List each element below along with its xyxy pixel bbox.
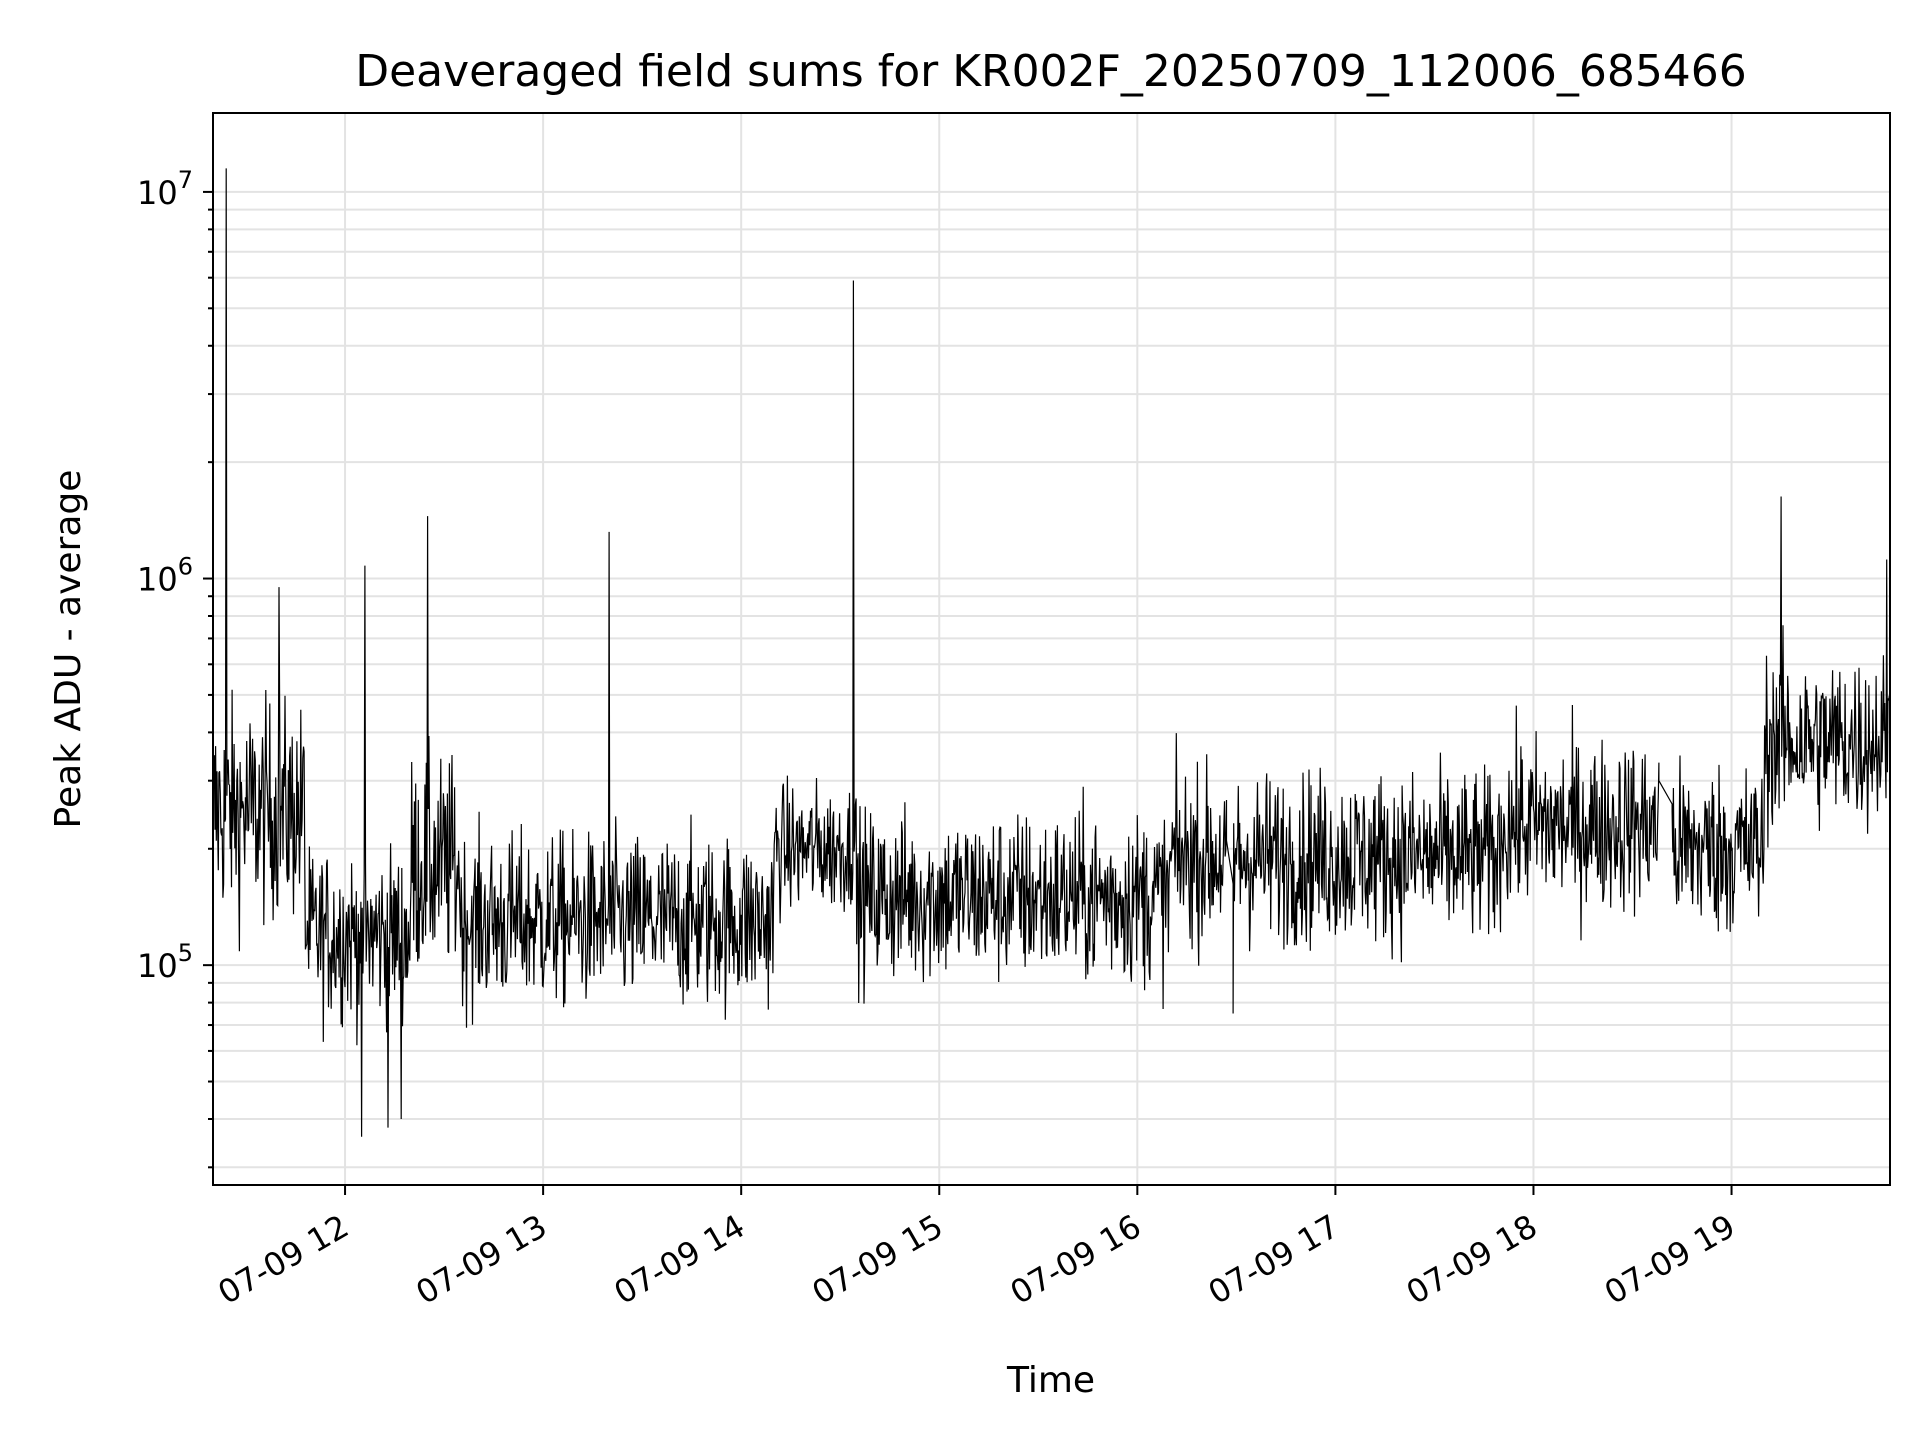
grid: [213, 113, 1890, 1185]
x-axis-label: Time: [1006, 1360, 1095, 1401]
series-line: [212, 168, 1890, 1137]
y-tick-label: 105: [137, 939, 193, 985]
y-axis-label: Peak ADU - average: [48, 470, 89, 829]
data-series: [212, 168, 1890, 1137]
plot-frame: [212, 112, 1891, 1186]
y-tick-label: 107: [137, 166, 193, 212]
y-tick-label: 106: [137, 553, 193, 599]
chart-title: Deaveraged field sums for KR002F_2025070…: [355, 46, 1747, 97]
